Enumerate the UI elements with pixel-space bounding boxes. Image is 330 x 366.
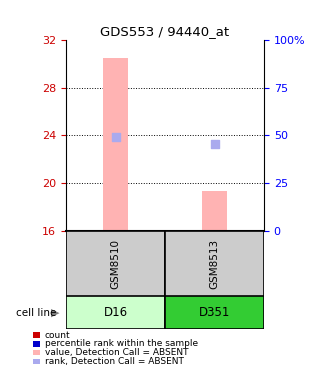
Bar — [33, 350, 40, 355]
Bar — [103, 58, 128, 231]
Bar — [33, 341, 40, 347]
Bar — [33, 359, 40, 364]
Bar — [202, 191, 227, 231]
Text: value, Detection Call = ABSENT: value, Detection Call = ABSENT — [45, 348, 188, 357]
Text: GSM8513: GSM8513 — [210, 239, 219, 288]
Title: GDS553 / 94440_at: GDS553 / 94440_at — [100, 25, 230, 38]
Bar — [66, 296, 165, 329]
Text: D16: D16 — [103, 306, 128, 320]
Bar — [33, 332, 40, 338]
Point — [212, 141, 217, 147]
Bar — [165, 231, 264, 296]
Text: cell line: cell line — [16, 308, 56, 318]
Text: ▶: ▶ — [51, 308, 59, 318]
Text: percentile rank within the sample: percentile rank within the sample — [45, 339, 198, 348]
Text: count: count — [45, 331, 70, 340]
Text: GSM8510: GSM8510 — [111, 239, 120, 288]
Text: D351: D351 — [199, 306, 230, 320]
Bar — [66, 231, 165, 296]
Point — [113, 134, 118, 139]
Bar — [165, 296, 264, 329]
Text: rank, Detection Call = ABSENT: rank, Detection Call = ABSENT — [45, 357, 183, 366]
